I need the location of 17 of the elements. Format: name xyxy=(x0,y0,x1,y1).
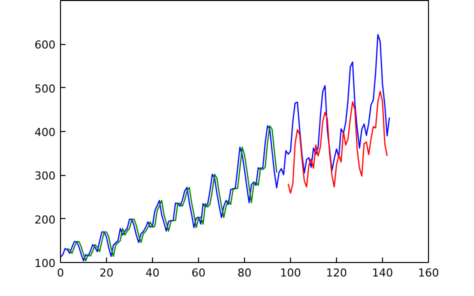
line-series xyxy=(66,125,278,262)
x-tick-label: 60 xyxy=(192,266,206,280)
x-tick-label: 160 xyxy=(418,266,439,280)
x-tick-label: 0 xyxy=(57,266,64,280)
x-tick-label: 40 xyxy=(146,266,160,280)
y-tick-label: 500 xyxy=(34,82,56,96)
x-tick-label: 100 xyxy=(280,266,301,280)
y-tick-label: 100 xyxy=(34,257,56,270)
line-series xyxy=(288,90,388,194)
x-tick-label: 20 xyxy=(100,266,114,280)
y-tick-label: 600 xyxy=(34,38,56,52)
y-tick-label: 400 xyxy=(34,126,56,139)
x-tick-label: 120 xyxy=(326,266,347,280)
y-tick-label: 200 xyxy=(34,213,56,226)
y-tick-label: 300 xyxy=(34,170,56,183)
x-tick-label: 80 xyxy=(238,266,252,280)
x-tick-label: 140 xyxy=(372,266,393,280)
